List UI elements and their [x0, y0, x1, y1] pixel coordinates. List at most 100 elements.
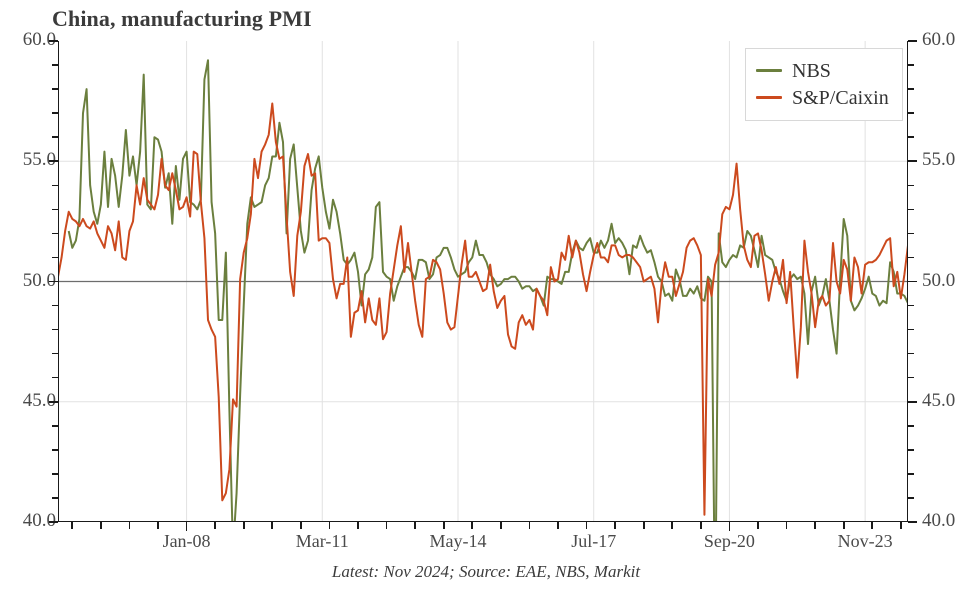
x-tick — [700, 522, 702, 529]
legend-swatch-nbs — [756, 68, 782, 73]
y-tick-right — [908, 352, 914, 355]
y-tick-right — [908, 40, 917, 42]
x-tick — [814, 522, 816, 529]
y-tick-right — [908, 400, 917, 403]
y-tick-right — [908, 64, 914, 66]
legend-item-nbs[interactable]: NBS — [756, 57, 892, 84]
x-tick — [471, 522, 474, 529]
legend-swatch-caixin — [756, 95, 782, 100]
y-tick-right — [908, 184, 914, 187]
x-tick — [442, 522, 445, 529]
x-tick — [785, 522, 788, 529]
y-tick-left — [52, 473, 58, 475]
y-tick-right — [908, 473, 914, 475]
series-line-s-p-caixin — [58, 102, 908, 516]
x-tick — [100, 522, 102, 529]
legend-label-caixin: S&P/Caixin — [792, 86, 889, 109]
y-tick-left — [49, 40, 58, 42]
y-tick-right — [908, 521, 917, 523]
y-tick-right — [908, 425, 914, 427]
y-tick-right — [908, 328, 914, 331]
y-tick-left — [52, 376, 58, 379]
y-tick-left — [52, 88, 58, 90]
x-axis-tick-label: May-14 — [429, 531, 487, 551]
y-axis-right-tick-label: 60.0 — [922, 29, 956, 50]
x-tick — [871, 522, 874, 529]
y-axis-right-tick-label: 50.0 — [922, 269, 956, 291]
x-tick — [328, 522, 331, 529]
y-tick-left — [52, 208, 58, 211]
x-axis-tick-label: Mar-11 — [295, 531, 349, 551]
y-axis-right-tick-label: 55.0 — [922, 149, 956, 171]
x-axis-tick-label: Jul-17 — [571, 531, 617, 551]
x-tick — [128, 522, 131, 529]
y-tick-left — [52, 352, 58, 355]
y-tick-left — [52, 232, 58, 235]
y-tick-right — [908, 256, 914, 259]
x-tick — [900, 522, 902, 529]
page-title: China, manufacturing PMI — [52, 6, 312, 31]
series-line-nbs — [67, 59, 908, 522]
x-axis-tick-label: Sep-20 — [703, 531, 755, 551]
y-axis-left-tick-label: 40.0 — [22, 510, 56, 531]
y-tick-left — [49, 160, 58, 163]
y-axis-right-tick-label: 40.0 — [922, 510, 956, 531]
y-tick-left — [52, 304, 58, 307]
x-tick — [500, 522, 502, 529]
x-tick — [557, 522, 559, 529]
x-tick — [157, 522, 159, 529]
y-tick-right — [908, 449, 914, 451]
x-axis-tick-label: Nov-23 — [837, 531, 893, 551]
y-tick-right — [908, 497, 914, 499]
y-tick-right — [908, 376, 914, 379]
x-tick — [242, 522, 245, 529]
legend-item-caixin[interactable]: S&P/Caixin — [756, 84, 892, 111]
y-tick-right — [908, 160, 917, 163]
x-tick — [614, 522, 616, 529]
y-tick-left — [52, 449, 58, 451]
y-tick-right — [908, 208, 914, 211]
y-tick-right — [908, 304, 914, 307]
x-tick — [214, 522, 216, 529]
x-tick — [585, 522, 588, 529]
x-tick — [357, 522, 359, 529]
y-tick-right — [908, 136, 914, 138]
x-tick — [300, 522, 302, 529]
x-tick — [842, 522, 845, 529]
y-axis-left-tick-label: 45.0 — [22, 389, 56, 411]
y-tick-right — [908, 232, 914, 235]
y-tick-right — [908, 112, 914, 114]
legend-label-nbs: NBS — [792, 59, 831, 82]
y-tick-left — [52, 328, 58, 331]
y-tick-left — [52, 112, 58, 114]
y-tick-right — [908, 280, 917, 283]
x-tick — [528, 522, 531, 529]
x-tick — [642, 522, 645, 529]
x-tick — [671, 522, 674, 529]
x-tick — [385, 522, 388, 529]
y-axis-left-tick-label: 50.0 — [22, 269, 56, 291]
x-tick — [757, 522, 759, 529]
x-tick — [414, 522, 416, 529]
x-tick — [271, 522, 274, 529]
y-tick-left — [52, 497, 58, 499]
y-tick-left — [52, 256, 58, 259]
x-tick — [185, 522, 188, 531]
y-tick-left — [49, 521, 58, 523]
y-tick-right — [908, 88, 914, 90]
y-tick-left — [52, 184, 58, 187]
chart-svg — [58, 41, 908, 522]
y-axis-right-tick-label: 45.0 — [922, 389, 956, 411]
y-tick-left — [49, 400, 58, 403]
y-tick-left — [52, 136, 58, 138]
y-tick-left — [52, 64, 58, 66]
source-note: Latest: Nov 2024; Source: EAE, NBS, Mark… — [331, 562, 641, 581]
y-tick-left — [52, 425, 58, 427]
y-axis-left-tick-label: 55.0 — [22, 149, 56, 171]
x-axis-tick-label: Jan-08 — [162, 531, 211, 551]
series-lines — [58, 59, 908, 522]
chart-legend: NBS S&P/Caixin — [745, 48, 903, 121]
x-tick — [728, 522, 731, 531]
y-axis-left-tick-label: 60.0 — [22, 29, 56, 50]
